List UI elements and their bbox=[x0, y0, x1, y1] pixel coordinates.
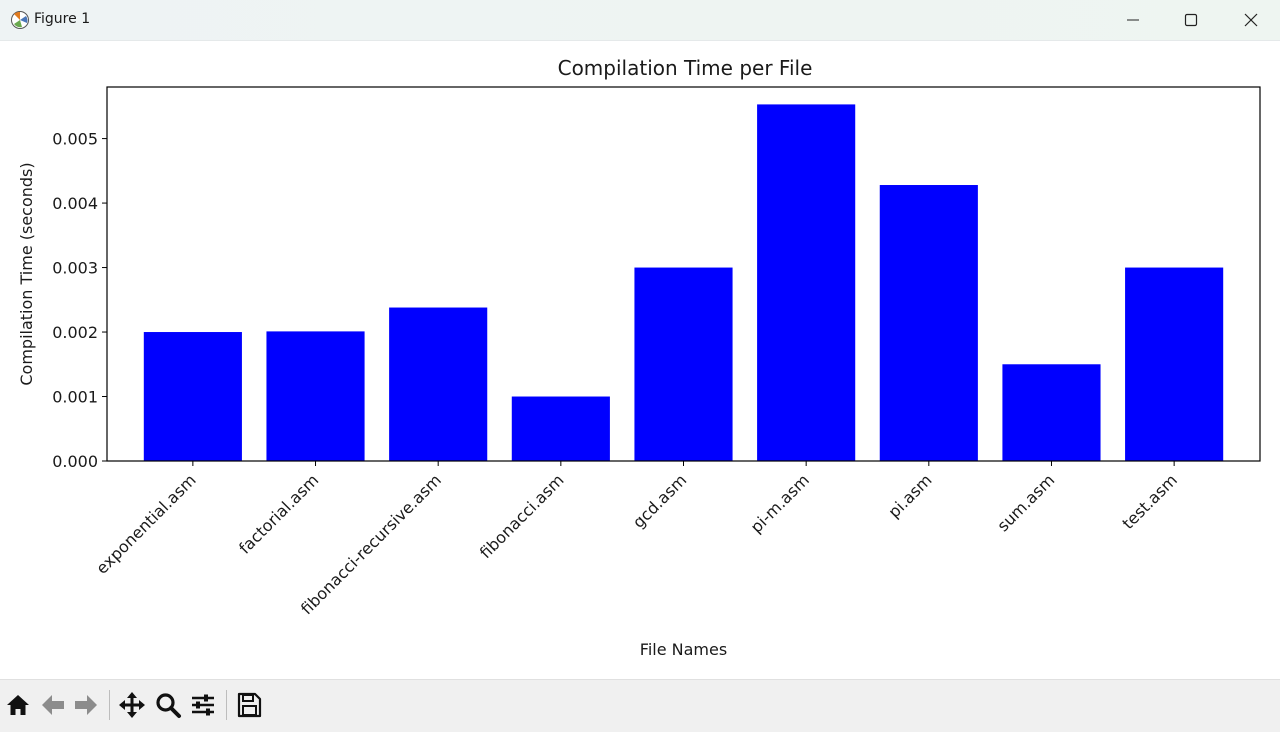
forward-arrow-icon bbox=[75, 695, 97, 715]
y-tick-label: 0.005 bbox=[52, 130, 98, 149]
bars-group bbox=[143, 104, 1224, 461]
y-axis-label: Compilation Time (seconds) bbox=[17, 162, 36, 385]
x-tick-label: fibonacci.asm bbox=[476, 470, 568, 562]
zoom-button[interactable] bbox=[152, 689, 184, 721]
save-button[interactable] bbox=[233, 689, 265, 721]
window-title: Figure 1 bbox=[34, 11, 91, 27]
x-tick-label: factorial.asm bbox=[235, 470, 322, 557]
close-button[interactable] bbox=[1222, 0, 1280, 40]
toolbar-separator bbox=[109, 690, 110, 720]
window-titlebar: Figure 1 bbox=[0, 0, 1280, 41]
x-tick-label: sum.asm bbox=[993, 470, 1058, 535]
bar-factorial.asm bbox=[266, 331, 365, 461]
figure-canvas[interactable]: Compilation Time per File 0.000 0.001 0.00… bbox=[0, 41, 1280, 679]
x-tick-label: pi-m.asm bbox=[747, 470, 813, 536]
x-tick-label: fibonacci-recursive.asm bbox=[297, 470, 445, 618]
y-ticks-group: 0.000 0.001 0.002 0.003 0.004 0.005 bbox=[52, 130, 107, 471]
close-icon bbox=[1244, 13, 1258, 27]
bar-pi.asm bbox=[879, 185, 978, 461]
x-tick-label: pi.asm bbox=[884, 470, 935, 521]
home-button[interactable] bbox=[2, 689, 34, 721]
navigation-toolbar bbox=[0, 679, 1280, 732]
maximize-icon bbox=[1184, 13, 1198, 27]
x-ticks-group: exponential.asm factorial.asmfibonacci-re… bbox=[92, 461, 1181, 618]
x-tick-label: gcd.asm bbox=[629, 470, 690, 531]
minimize-icon bbox=[1127, 19, 1139, 21]
bar-test.asm bbox=[1125, 267, 1224, 461]
chart-title: Compilation Time per File bbox=[558, 56, 813, 80]
maximize-button[interactable] bbox=[1162, 0, 1220, 40]
y-tick-label: 0.001 bbox=[52, 388, 98, 407]
y-tick-label: 0.000 bbox=[52, 452, 98, 471]
toolbar-separator bbox=[226, 690, 227, 720]
x-axis-label: File Names bbox=[640, 640, 727, 659]
x-tick-label: exponential.asm bbox=[92, 470, 199, 577]
bar-exponential.asm bbox=[143, 332, 242, 461]
bar-chart: Compilation Time per File 0.0000.0010.00… bbox=[17, 56, 1261, 659]
pan-icon bbox=[119, 692, 145, 718]
pan-button[interactable] bbox=[116, 689, 148, 721]
bar-sum.asm bbox=[1002, 364, 1101, 461]
back-arrow-icon bbox=[42, 695, 64, 715]
x-tick-label: test.asm bbox=[1118, 470, 1181, 533]
y-tick-label: 0.004 bbox=[52, 194, 98, 213]
configure-subplots-button[interactable] bbox=[187, 689, 219, 721]
y-tick-label: 0.002 bbox=[52, 323, 98, 342]
bar-fibonacci.asm bbox=[511, 396, 610, 461]
zoom-icon bbox=[156, 693, 181, 718]
bar-fibonacci-recursive.asm bbox=[389, 307, 488, 461]
bar-pi-m.asm bbox=[757, 104, 856, 461]
forward-button[interactable] bbox=[70, 689, 102, 721]
configure-subplots-icon bbox=[192, 694, 214, 716]
home-icon bbox=[7, 695, 29, 715]
save-icon bbox=[237, 692, 262, 718]
axes-frame bbox=[106, 86, 1261, 462]
back-button[interactable] bbox=[37, 689, 69, 721]
minimize-button[interactable] bbox=[1104, 0, 1162, 40]
y-tick-label: 0.003 bbox=[52, 259, 98, 278]
bar-gcd.asm bbox=[634, 267, 733, 461]
matplotlib-app-icon bbox=[11, 11, 29, 29]
